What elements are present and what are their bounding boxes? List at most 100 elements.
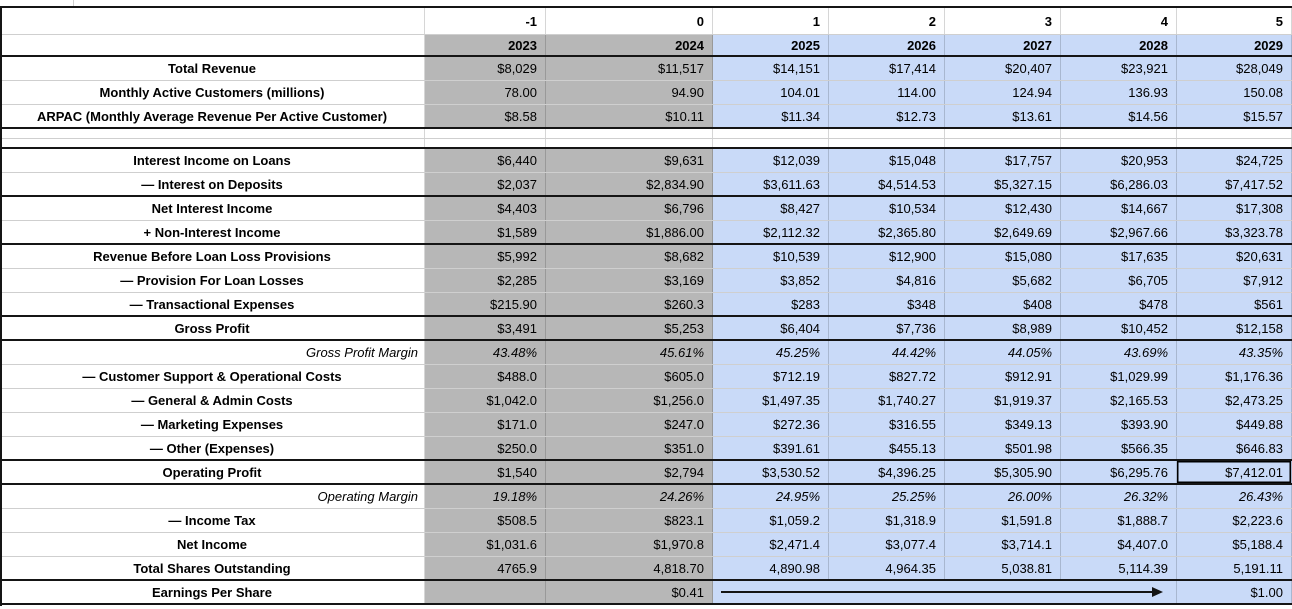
cell[interactable]: $712.19 bbox=[713, 365, 829, 388]
cell[interactable]: $912.91 bbox=[945, 365, 1061, 388]
header-year-cell[interactable]: 2026 bbox=[829, 35, 945, 55]
cell[interactable]: 26.32% bbox=[1061, 485, 1177, 508]
row-label-cell[interactable]: — Interest on Deposits bbox=[0, 173, 425, 195]
cell[interactable]: $5,253 bbox=[546, 317, 713, 339]
empty-cell[interactable] bbox=[1177, 139, 1292, 147]
cell[interactable]: 44.42% bbox=[829, 341, 945, 364]
cell[interactable]: $2,794 bbox=[546, 461, 713, 483]
cell[interactable]: $6,796 bbox=[546, 197, 713, 220]
cell[interactable]: $566.35 bbox=[1061, 437, 1177, 459]
cell[interactable]: $12,900 bbox=[829, 245, 945, 268]
cell[interactable]: $2,037 bbox=[425, 173, 546, 195]
cell[interactable]: $455.13 bbox=[829, 437, 945, 459]
cell[interactable]: $351.0 bbox=[546, 437, 713, 459]
cell[interactable]: $7,417.52 bbox=[1177, 173, 1292, 195]
cell[interactable]: $12,430 bbox=[945, 197, 1061, 220]
cell[interactable]: 5,191.11 bbox=[1177, 557, 1292, 579]
cell[interactable]: $171.0 bbox=[425, 413, 546, 436]
cell[interactable]: $6,705 bbox=[1061, 269, 1177, 292]
header-year-cell[interactable]: 2025 bbox=[713, 35, 829, 55]
cell[interactable]: $5,682 bbox=[945, 269, 1061, 292]
cell[interactable]: $12,158 bbox=[1177, 317, 1292, 339]
cell[interactable]: $20,407 bbox=[945, 57, 1061, 80]
cell[interactable]: $6,440 bbox=[425, 149, 546, 172]
cell[interactable] bbox=[425, 581, 546, 603]
header-index-cell[interactable]: 1 bbox=[713, 8, 829, 34]
cell[interactable]: 24.95% bbox=[713, 485, 829, 508]
cell[interactable]: $24,725 bbox=[1177, 149, 1292, 172]
empty-cell[interactable] bbox=[829, 129, 945, 138]
row-label-cell[interactable]: Total Shares Outstanding bbox=[0, 557, 425, 579]
cell[interactable]: $2,112.32 bbox=[713, 221, 829, 243]
header-year-cell[interactable]: 2029 bbox=[1177, 35, 1292, 55]
cell[interactable]: $1,031.6 bbox=[425, 533, 546, 556]
cell[interactable]: $12,039 bbox=[713, 149, 829, 172]
cell[interactable]: $2,473.25 bbox=[1177, 389, 1292, 412]
cell[interactable]: $3,714.1 bbox=[945, 533, 1061, 556]
cell[interactable]: 5,038.81 bbox=[945, 557, 1061, 579]
cell[interactable]: $20,631 bbox=[1177, 245, 1292, 268]
empty-cell[interactable] bbox=[1061, 129, 1177, 138]
row-label-cell[interactable]: Operating Profit bbox=[0, 461, 425, 483]
header-index-cell[interactable]: -1 bbox=[425, 8, 546, 34]
cell[interactable]: $17,757 bbox=[945, 149, 1061, 172]
cell[interactable]: $10.11 bbox=[546, 105, 713, 127]
row-label-cell[interactable]: Monthly Active Customers (millions) bbox=[0, 81, 425, 104]
empty-cell[interactable] bbox=[713, 129, 829, 138]
cell[interactable]: $23,921 bbox=[1061, 57, 1177, 80]
row-label-cell[interactable]: — Income Tax bbox=[0, 509, 425, 532]
cell[interactable]: 150.08 bbox=[1177, 81, 1292, 104]
header-index-cell[interactable]: 3 bbox=[945, 8, 1061, 34]
row-label-cell[interactable]: Revenue Before Loan Loss Provisions bbox=[0, 245, 425, 268]
row-label-cell[interactable]: Net Interest Income bbox=[0, 197, 425, 220]
cell[interactable]: $260.3 bbox=[546, 293, 713, 315]
cell[interactable]: $5,992 bbox=[425, 245, 546, 268]
header-index-cell[interactable]: 4 bbox=[1061, 8, 1177, 34]
row-label-cell[interactable]: ARPAC (Monthly Average Revenue Per Activ… bbox=[0, 105, 425, 127]
row-label-cell[interactable]: Operating Margin bbox=[0, 485, 425, 508]
cell[interactable]: $1,589 bbox=[425, 221, 546, 243]
cell[interactable]: 4765.9 bbox=[425, 557, 546, 579]
cell[interactable]: 43.35% bbox=[1177, 341, 1292, 364]
cell[interactable]: $17,308 bbox=[1177, 197, 1292, 220]
cell[interactable]: $13.61 bbox=[945, 105, 1061, 127]
cell[interactable]: $1,970.8 bbox=[546, 533, 713, 556]
header-year-cell[interactable]: 2028 bbox=[1061, 35, 1177, 55]
header-year-cell[interactable] bbox=[0, 35, 425, 55]
cell[interactable]: $646.83 bbox=[1177, 437, 1292, 459]
cell[interactable]: $8.58 bbox=[425, 105, 546, 127]
cell[interactable]: $2,165.53 bbox=[1061, 389, 1177, 412]
cell[interactable]: $478 bbox=[1061, 293, 1177, 315]
cell[interactable]: $15,048 bbox=[829, 149, 945, 172]
cell[interactable]: $1,540 bbox=[425, 461, 546, 483]
cell[interactable]: $827.72 bbox=[829, 365, 945, 388]
cell[interactable]: $1,042.0 bbox=[425, 389, 546, 412]
cell[interactable]: 4,818.70 bbox=[546, 557, 713, 579]
row-label-cell[interactable]: Interest Income on Loans bbox=[0, 149, 425, 172]
cell[interactable]: 136.93 bbox=[1061, 81, 1177, 104]
cell[interactable]: $3,169 bbox=[546, 269, 713, 292]
cell[interactable]: $823.1 bbox=[546, 509, 713, 532]
cell[interactable]: $6,404 bbox=[713, 317, 829, 339]
cell[interactable]: 124.94 bbox=[945, 81, 1061, 104]
cell[interactable]: $1,886.00 bbox=[546, 221, 713, 243]
cell[interactable]: $1,591.8 bbox=[945, 509, 1061, 532]
empty-cell[interactable] bbox=[945, 139, 1061, 147]
empty-cell[interactable] bbox=[546, 139, 713, 147]
cell[interactable]: $8,427 bbox=[713, 197, 829, 220]
cell[interactable]: 19.18% bbox=[425, 485, 546, 508]
row-label-cell[interactable]: — Marketing Expenses bbox=[0, 413, 425, 436]
cell[interactable]: 25.25% bbox=[829, 485, 945, 508]
row-label-cell[interactable]: — General & Admin Costs bbox=[0, 389, 425, 412]
cell[interactable]: $2,649.69 bbox=[945, 221, 1061, 243]
cell[interactable]: $283 bbox=[713, 293, 829, 315]
header-index-cell[interactable] bbox=[0, 8, 425, 34]
cell[interactable]: $28,049 bbox=[1177, 57, 1292, 80]
cell[interactable]: $1,029.99 bbox=[1061, 365, 1177, 388]
cell[interactable]: $8,029 bbox=[425, 57, 546, 80]
cell[interactable]: $605.0 bbox=[546, 365, 713, 388]
cell[interactable]: $1,176.36 bbox=[1177, 365, 1292, 388]
header-index-cell[interactable]: 2 bbox=[829, 8, 945, 34]
cell[interactable]: $3,530.52 bbox=[713, 461, 829, 483]
cell[interactable]: $1,888.7 bbox=[1061, 509, 1177, 532]
